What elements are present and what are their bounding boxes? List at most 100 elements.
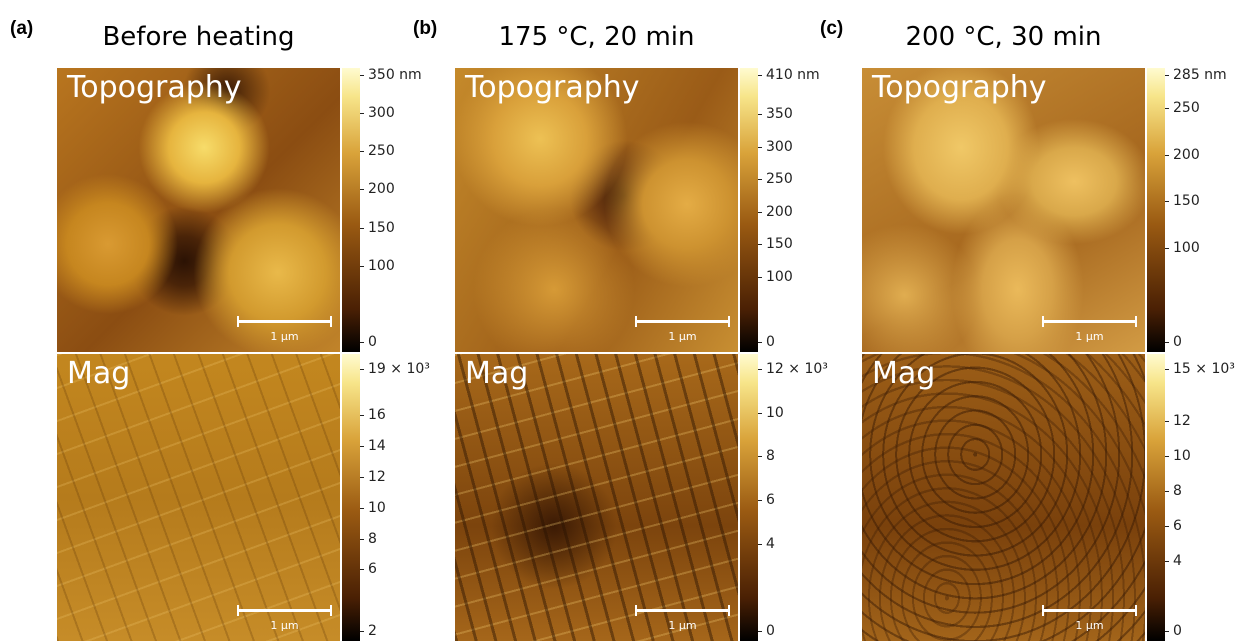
colorbar-tick-label: 6: [368, 561, 377, 577]
colorbar-tick: [758, 413, 762, 414]
colorbar-tick: [758, 244, 762, 245]
colorbar-tick: [1165, 108, 1169, 109]
colorbar-tick: [360, 477, 364, 478]
colorbar-tick-label: 250: [368, 143, 395, 159]
colorbar-tick: [360, 415, 364, 416]
colorbar-tick: [758, 500, 762, 501]
colorbar-tick-label: 10: [368, 500, 386, 516]
image-name: Topography: [465, 70, 640, 105]
colorbar-tick: [1165, 248, 1169, 249]
afm-image: [57, 68, 340, 352]
panel-title: 175 °C, 20 min: [455, 22, 738, 52]
colorbar-tick: [758, 544, 762, 545]
image-name: Mag: [465, 356, 528, 391]
colorbar-tick-label: 100: [368, 258, 395, 274]
colorbar-tick: [360, 75, 364, 76]
colorbar-tick-label: 10: [766, 405, 784, 421]
image-name: Topography: [67, 70, 242, 105]
colorbar-tick: [758, 456, 762, 457]
colorbar-tick-label: 200: [1173, 147, 1200, 163]
colorbar-tick-label: 8: [1173, 483, 1182, 499]
panel-label: (a): [10, 18, 33, 40]
colorbar-tick-label: 19 × 10³: [368, 361, 430, 377]
scale-bar-label: 1 µm: [1042, 330, 1137, 343]
scale-bar-label: 1 µm: [635, 619, 730, 632]
colorbar-tick: [758, 277, 762, 278]
colorbar-tick-label: 0: [1173, 334, 1182, 350]
colorbar: [342, 354, 360, 641]
afm-image: [57, 354, 340, 641]
colorbar: [1147, 68, 1165, 352]
colorbar-tick-label: 200: [766, 204, 793, 220]
afm-image: [862, 68, 1145, 352]
colorbar-tick: [1165, 421, 1169, 422]
colorbar-tick-label: 12 × 10³: [766, 361, 828, 377]
scale-bar: [237, 609, 332, 612]
colorbar-tick-label: 14: [368, 438, 386, 454]
colorbar-tick: [360, 569, 364, 570]
colorbar-tick: [360, 446, 364, 447]
scale-bar: [635, 320, 730, 323]
colorbar-tick-label: 6: [766, 492, 775, 508]
colorbar-tick-label: 0: [766, 623, 775, 639]
colorbar-tick-label: 6: [1173, 518, 1182, 534]
colorbar-tick: [1165, 631, 1169, 632]
colorbar-tick-label: 0: [368, 334, 377, 350]
colorbar-tick-label: 250: [1173, 100, 1200, 116]
panel-title: 200 °C, 30 min: [862, 22, 1145, 52]
colorbar: [1147, 354, 1165, 641]
scale-bar: [635, 609, 730, 612]
colorbar-tick-label: 300: [766, 139, 793, 155]
scale-bar: [1042, 320, 1137, 323]
colorbar-tick: [1165, 342, 1169, 343]
colorbar-tick-label: 250: [766, 171, 793, 187]
colorbar-tick: [1165, 369, 1169, 370]
colorbar-tick: [360, 266, 364, 267]
colorbar: [740, 68, 758, 352]
colorbar-tick: [1165, 201, 1169, 202]
colorbar-tick: [758, 75, 762, 76]
colorbar-tick-label: 0: [766, 334, 775, 350]
colorbar-tick-label: 8: [368, 531, 377, 547]
afm-image: [862, 354, 1145, 641]
colorbar-tick: [1165, 75, 1169, 76]
colorbar-tick-label: 150: [766, 236, 793, 252]
colorbar-tick: [1165, 491, 1169, 492]
image-name: Topography: [872, 70, 1047, 105]
colorbar-tick: [360, 151, 364, 152]
colorbar-tick-label: 150: [368, 220, 395, 236]
colorbar-tick-label: 410 nm: [766, 67, 820, 83]
panel-title: Before heating: [57, 22, 340, 52]
colorbar-tick-label: 4: [1173, 553, 1182, 569]
colorbar-tick-label: 12: [368, 469, 386, 485]
colorbar-tick: [360, 189, 364, 190]
colorbar-tick: [758, 342, 762, 343]
colorbar-tick: [758, 114, 762, 115]
scale-bar-label: 1 µm: [635, 330, 730, 343]
image-name: Mag: [67, 356, 130, 391]
colorbar-tick-label: 4: [766, 536, 775, 552]
colorbar-tick-label: 300: [368, 105, 395, 121]
colorbar-tick-label: 150: [1173, 193, 1200, 209]
panel-label: (c): [820, 18, 843, 40]
colorbar-tick-label: 2: [368, 623, 377, 639]
colorbar-tick-label: 350 nm: [368, 67, 422, 83]
scale-bar-label: 1 µm: [237, 330, 332, 343]
panel-label: (b): [413, 18, 437, 40]
colorbar-tick: [360, 342, 364, 343]
colorbar-tick: [360, 113, 364, 114]
colorbar-tick-label: 285 nm: [1173, 67, 1227, 83]
scale-bar-label: 1 µm: [237, 619, 332, 632]
colorbar-tick: [758, 631, 762, 632]
colorbar-tick: [360, 228, 364, 229]
colorbar-tick: [758, 212, 762, 213]
colorbar: [740, 354, 758, 641]
colorbar: [342, 68, 360, 352]
colorbar-tick: [1165, 526, 1169, 527]
colorbar-tick: [758, 179, 762, 180]
afm-image: [455, 354, 738, 641]
colorbar-tick-label: 10: [1173, 448, 1191, 464]
scale-bar: [237, 320, 332, 323]
colorbar-tick: [1165, 456, 1169, 457]
colorbar-tick-label: 15 × 10³: [1173, 361, 1235, 377]
